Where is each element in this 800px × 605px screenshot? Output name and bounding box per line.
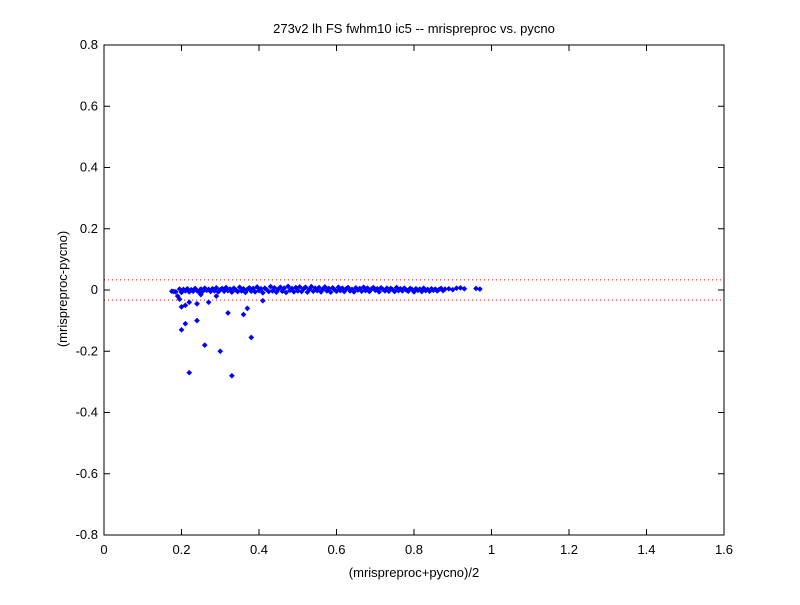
data-point [476,286,483,293]
data-point [213,293,220,300]
data-point [225,310,231,316]
data-point [296,283,303,290]
x-tick-label: 0 [100,542,107,557]
data-point [194,317,200,324]
data-point [236,284,243,291]
y-tick-label: 0.4 [80,160,98,175]
data-point [461,285,468,292]
x-axis-ticks: 0 0.2 0.4 0.6 0.8 1 1.2 1.4 1.6 [100,45,733,557]
data-point [327,289,334,296]
data-point [473,285,479,292]
data-point [201,342,208,349]
data-point [194,300,200,307]
data-point [197,291,204,298]
data-point [376,288,383,295]
y-axis-label: (mrispreproc-pycno) [55,231,70,347]
data-point [217,348,224,355]
data-point [248,334,255,341]
data-point [285,283,292,290]
data-point [294,287,301,294]
x-tick-label: 0.8 [405,542,423,557]
data-points [168,283,483,379]
data-point [254,283,261,290]
data-point [457,284,464,291]
x-tick-label: 1.2 [560,542,578,557]
y-tick-label: -0.8 [76,527,98,542]
data-point [281,285,288,292]
y-tick-label: -0.6 [76,466,98,481]
data-point [228,289,235,296]
data-point [302,284,309,291]
data-point [350,288,357,295]
reference-lines [104,279,724,301]
data-point [240,311,247,318]
data-point [205,299,212,306]
x-axis-label: (mrispreproc+pycno)/2 [349,565,479,580]
data-point [283,289,290,296]
data-point [186,369,193,376]
x-tick-label: 1.4 [637,542,655,557]
data-point [259,297,266,304]
y-tick-label: -0.2 [76,343,98,358]
y-tick-label: 0.2 [80,221,98,236]
data-point [178,326,185,333]
data-point [277,284,284,291]
data-point [176,296,183,303]
data-point [259,289,266,296]
data-point [186,299,193,306]
x-tick-label: 0.2 [172,542,190,557]
data-point [182,320,189,327]
x-tick-label: 0.6 [327,542,345,557]
data-point [213,284,220,291]
data-point [182,302,189,309]
plot-area-frame [103,44,725,536]
y-axis-ticks: -0.8 -0.6 -0.4 -0.2 0 0.2 0.4 0.6 0.8 [76,37,724,542]
y-tick-label: 0 [91,282,98,297]
x-tick-label: 1 [488,542,495,557]
data-point [240,285,247,292]
chart-title: 273v2 lh FS fwhm10 ic5 -- mrispreproc vs… [273,21,555,36]
x-tick-label: 0.4 [250,542,268,557]
data-point [228,372,235,379]
y-tick-label: 0.6 [80,98,98,113]
data-point [170,288,177,295]
data-point [445,285,452,292]
data-point [244,305,251,312]
y-tick-label: 0.8 [80,37,98,52]
x-tick-label: 1.6 [715,542,733,557]
y-tick-label: -0.4 [76,405,98,420]
